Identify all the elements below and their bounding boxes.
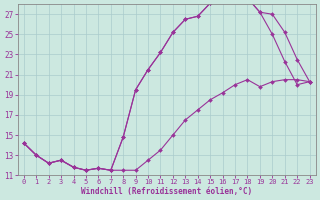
X-axis label: Windchill (Refroidissement éolien,°C): Windchill (Refroidissement éolien,°C) [81,187,252,196]
